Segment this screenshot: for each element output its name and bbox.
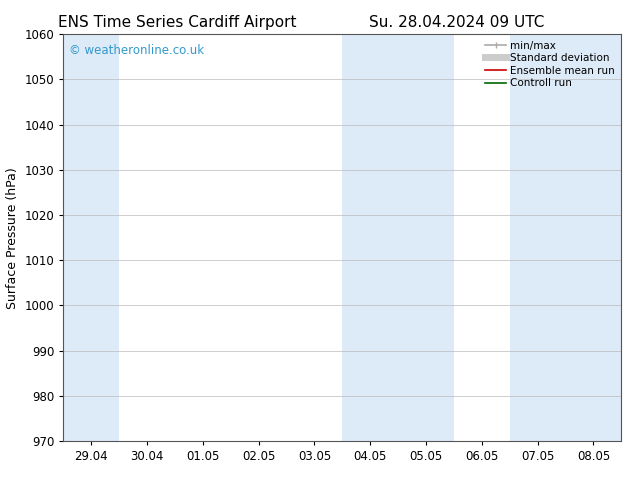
Bar: [63, 34, 119, 441]
Bar: [342, 34, 454, 441]
Y-axis label: Surface Pressure (hPa): Surface Pressure (hPa): [6, 167, 19, 309]
Text: ENS Time Series Cardiff Airport: ENS Time Series Cardiff Airport: [58, 15, 297, 30]
Bar: [510, 34, 621, 441]
Text: © weatheronline.co.uk: © weatheronline.co.uk: [69, 45, 204, 57]
Legend: min/max, Standard deviation, Ensemble mean run, Controll run: min/max, Standard deviation, Ensemble me…: [482, 37, 618, 92]
Text: Su. 28.04.2024 09 UTC: Su. 28.04.2024 09 UTC: [369, 15, 544, 30]
